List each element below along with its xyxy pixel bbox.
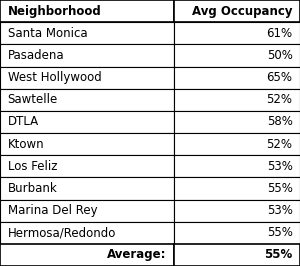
Text: Pasadena: Pasadena	[8, 49, 64, 62]
Bar	[174, 244, 300, 266]
Text: Burbank: Burbank	[8, 182, 57, 195]
Bar	[0, 222, 174, 244]
Bar	[174, 44, 300, 66]
Bar	[174, 22, 300, 44]
Bar	[0, 0, 174, 22]
Bar	[0, 66, 174, 89]
Text: 58%: 58%	[267, 115, 292, 128]
Bar	[174, 177, 300, 200]
Bar	[174, 0, 300, 22]
Bar	[0, 44, 174, 66]
Bar	[0, 22, 174, 44]
Bar	[174, 89, 300, 111]
Text: 53%: 53%	[267, 160, 292, 173]
Text: 52%: 52%	[266, 138, 292, 151]
Text: Hermosa/Redondo: Hermosa/Redondo	[8, 226, 116, 239]
Bar	[0, 89, 174, 111]
Bar	[174, 66, 300, 89]
Text: Ktown: Ktown	[8, 138, 44, 151]
Text: Sawtelle: Sawtelle	[8, 93, 58, 106]
Bar	[174, 222, 300, 244]
Text: 53%: 53%	[267, 204, 292, 217]
Text: Los Feliz: Los Feliz	[8, 160, 57, 173]
Text: 61%: 61%	[266, 27, 292, 40]
Bar	[0, 200, 174, 222]
Bar	[174, 200, 300, 222]
Bar	[174, 111, 300, 133]
Text: Avg Occupancy: Avg Occupancy	[192, 5, 292, 18]
Bar	[0, 177, 174, 200]
Text: 50%: 50%	[267, 49, 292, 62]
Text: West Hollywood: West Hollywood	[8, 71, 101, 84]
Bar	[0, 155, 174, 177]
Text: Marina Del Rey: Marina Del Rey	[8, 204, 97, 217]
Text: 55%: 55%	[264, 248, 292, 261]
Bar	[174, 155, 300, 177]
Bar	[174, 133, 300, 155]
Text: 65%: 65%	[266, 71, 292, 84]
Bar	[0, 244, 174, 266]
Bar	[0, 111, 174, 133]
Text: 52%: 52%	[266, 93, 292, 106]
Text: Neighborhood: Neighborhood	[8, 5, 101, 18]
Text: 55%: 55%	[267, 226, 292, 239]
Text: 55%: 55%	[267, 182, 292, 195]
Text: Santa Monica: Santa Monica	[8, 27, 87, 40]
Text: DTLA: DTLA	[8, 115, 39, 128]
Bar	[0, 133, 174, 155]
Text: Average:: Average:	[107, 248, 166, 261]
